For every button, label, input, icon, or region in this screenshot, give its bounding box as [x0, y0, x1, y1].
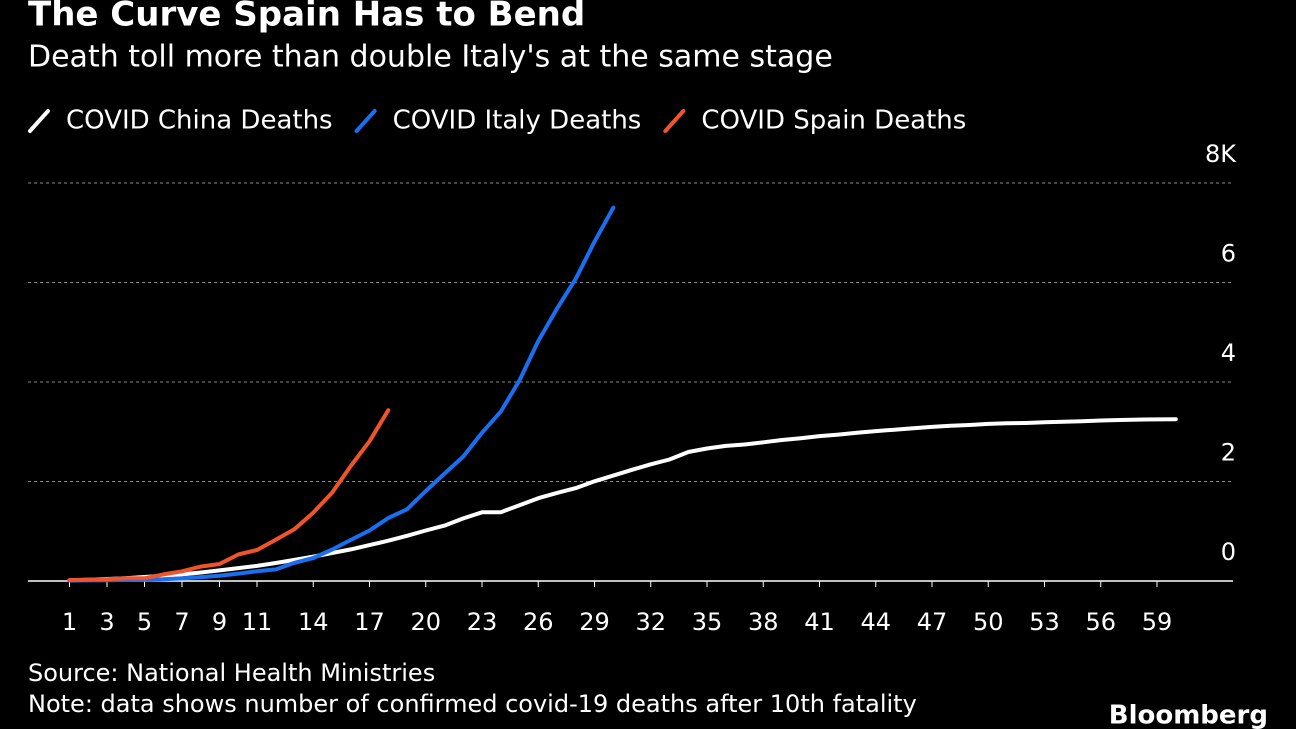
- x-tick-label: 14: [298, 608, 329, 636]
- x-tick-label: 20: [410, 608, 441, 636]
- x-tick-label: 35: [692, 608, 723, 636]
- x-tick-label: 32: [635, 608, 666, 636]
- series-line: [67, 408, 391, 583]
- x-tick-label: 7: [174, 608, 189, 636]
- x-tick-label: 3: [99, 608, 114, 636]
- x-tick-label: 26: [523, 608, 554, 636]
- brand: Bloomberg: [1109, 701, 1268, 729]
- legend-swatch: [354, 109, 377, 133]
- legend-label: COVID Italy Deaths: [393, 106, 642, 136]
- x-tick-label: 29: [579, 608, 610, 636]
- y-tick-label: 4: [1221, 339, 1236, 367]
- legend-label: COVID Spain Deaths: [701, 106, 966, 136]
- x-tick-label: 38: [748, 608, 779, 636]
- source: Source: National Health Ministries: [28, 659, 435, 687]
- legend-label: COVID China Deaths: [66, 106, 333, 136]
- chart-subtitle: Death toll more than double Italy's at t…: [28, 40, 833, 75]
- y-tick-label: 6: [1221, 240, 1236, 268]
- note: Note: data shows number of confirmed cov…: [28, 690, 917, 718]
- series-line: [67, 205, 616, 583]
- x-tick-label: 59: [1142, 608, 1173, 636]
- legend-swatch: [28, 109, 50, 133]
- x-tick-label: 56: [1085, 608, 1116, 636]
- x-tick-label: 17: [354, 608, 385, 636]
- x-tick-label: 53: [1029, 608, 1060, 636]
- y-tick-label: 0: [1221, 538, 1236, 566]
- series-line: [67, 417, 1178, 583]
- y-tick-label: 8K: [1205, 140, 1237, 168]
- x-tick-label: 44: [860, 608, 891, 636]
- x-tick-label: 5: [137, 608, 152, 636]
- x-tick-label: 1: [62, 608, 77, 636]
- x-tick-label: 9: [212, 608, 227, 636]
- chart-title: The Curve Spain Has to Bend: [28, 0, 585, 35]
- x-tick-label: 41: [804, 608, 835, 636]
- legend-swatch: [663, 109, 686, 133]
- x-tick-label: 50: [973, 608, 1004, 636]
- y-tick-label: 2: [1221, 439, 1236, 467]
- x-tick-label: 23: [467, 608, 498, 636]
- x-tick-label: 47: [917, 608, 948, 636]
- x-tick-label: 11: [242, 608, 273, 636]
